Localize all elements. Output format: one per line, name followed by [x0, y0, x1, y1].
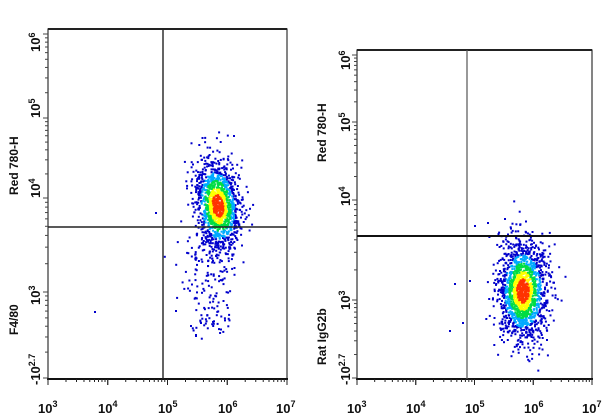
left-y-minor-ticks [43, 33, 48, 379]
right-y-minor-ticks [352, 54, 357, 379]
right-xtick-labels: 103 104 105 106 107 [347, 399, 601, 416]
svg-text:105: 105 [27, 99, 43, 118]
right-plot-frame [356, 49, 593, 380]
svg-text:104: 104 [98, 399, 117, 416]
left-x-ticks [47, 379, 288, 385]
right-x-ticks [356, 379, 593, 385]
right-plot-panel: Red 780-H Rat IgG2b 106 105 104 103 -102… [304, 0, 608, 417]
svg-text:106: 106 [218, 399, 237, 416]
svg-text:-102.7: -102.7 [27, 354, 43, 385]
right-plot: Red 780-H Rat IgG2b 106 105 104 103 -102… [315, 49, 601, 416]
svg-text:103: 103 [38, 399, 57, 416]
left-ylabel-bottom: F4/80 [7, 304, 21, 335]
svg-text:-102.7: -102.7 [337, 354, 353, 385]
left-plot-frame [47, 28, 288, 380]
svg-text:105: 105 [158, 399, 177, 416]
svg-text:104: 104 [337, 187, 353, 206]
svg-text:106: 106 [27, 33, 43, 52]
svg-text:105: 105 [337, 113, 353, 132]
left-ylabel-top: Red 780-H [7, 136, 21, 195]
left-xtick-labels: 103 104 105 106 107 [38, 399, 295, 416]
svg-text:107: 107 [582, 399, 601, 416]
svg-text:104: 104 [406, 399, 425, 416]
left-scatter-points [94, 131, 255, 340]
left-plot-panel: Red 780-H F4/80 106 105 104 103 -102.7 1… [7, 28, 295, 416]
svg-text:106: 106 [337, 51, 353, 70]
svg-text:103: 103 [347, 399, 366, 416]
right-scatter-points [449, 200, 567, 372]
left-plot: Red 780-H F4/80 106 105 104 103 -102.7 1… [7, 28, 295, 416]
right-yticks: 106 105 104 103 -102.7 [337, 51, 353, 385]
svg-text:106: 106 [524, 399, 543, 416]
svg-text:103: 103 [337, 291, 353, 310]
svg-text:104: 104 [27, 179, 43, 198]
svg-text:105: 105 [465, 399, 484, 416]
left-yticks: 106 105 104 103 -102.7 [27, 33, 43, 385]
svg-text:107: 107 [276, 399, 295, 416]
svg-text:103: 103 [27, 286, 43, 305]
right-ylabel-bottom: Rat IgG2b [315, 308, 329, 365]
right-ylabel-top: Red 780-H [315, 103, 329, 162]
